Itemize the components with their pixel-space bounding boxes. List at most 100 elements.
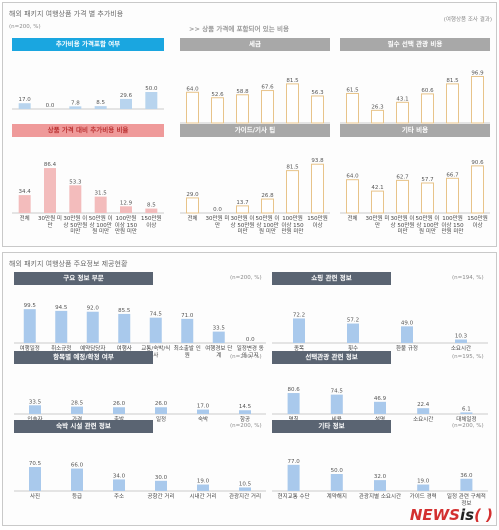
chart-4-bar-1 xyxy=(346,92,359,124)
chart-9-bar-2 xyxy=(71,406,83,414)
chart-11-value-5: 19.0 xyxy=(197,479,210,485)
chart-11-n: (n=200, %) xyxy=(230,423,262,429)
chart-10-value-5: 6.1 xyxy=(462,406,471,412)
chart-12: 77.0 50.0 32.0 19.0 36.0 xyxy=(272,459,488,492)
chart-2-category-2: 30만원 미만 xyxy=(38,216,62,229)
chart-10-bar-2 xyxy=(330,394,343,414)
chart-4-value-3: 43.1 xyxy=(396,96,408,102)
chart-10-n: (n=195, %) xyxy=(452,354,484,360)
chart-6-bar-3 xyxy=(396,179,409,214)
chart-1-value-6: 50.0 xyxy=(145,86,158,92)
chart-8-value-1: 72.2 xyxy=(293,312,305,318)
chart-9-category-5: 숙박 xyxy=(197,417,209,423)
chart-6-bar-5 xyxy=(446,177,459,214)
chart-8-value-2: 57.2 xyxy=(347,318,359,324)
chart-10-value-4: 22.4 xyxy=(417,402,430,408)
chart-11-bar-2 xyxy=(71,468,83,491)
chart-4-value-1: 61.5 xyxy=(346,87,359,93)
chart-7-bar-1 xyxy=(23,309,36,343)
chart-3-value-4: 67.6 xyxy=(261,85,274,91)
chart-1-bar-6 xyxy=(145,92,158,109)
chart-7-value-7: 33.5 xyxy=(213,326,226,332)
panel-title: 해외 패키지 여행상품 가격 별 추가비용 xyxy=(9,10,124,18)
chart-2-category-6: 150만원 이상 xyxy=(141,216,162,229)
chart-12-bar-3 xyxy=(374,480,386,491)
chart-9-value-6: 14.5 xyxy=(239,404,252,410)
chart-7-bar-4 xyxy=(118,313,131,343)
chart-2-title: 상품 가격 대비 추가비용 비율 xyxy=(12,124,164,137)
chart-1-bar-4 xyxy=(94,106,107,109)
chart-10-bar-4 xyxy=(417,408,430,414)
chart-6-value-4: 57.7 xyxy=(421,177,434,183)
chart-1-bar-1 xyxy=(18,103,31,109)
chart-11: 70.5 66.0 34.0 30.0 19.0 10.5 xyxy=(14,461,266,492)
chart-9-value-1: 33.5 xyxy=(29,399,42,405)
chart-4-bar-3 xyxy=(396,101,409,124)
chart-7-value-2: 94.5 xyxy=(55,305,68,311)
chart-4-title: 필수 선택 관광 비용 xyxy=(340,38,490,51)
chart-12-category-5: 일정 관련 구체적 정보 xyxy=(446,494,486,507)
chart-9-bar-6 xyxy=(239,410,251,414)
chart-5-bar-1 xyxy=(186,197,199,214)
chart-5-category-2: 30만원 미만 xyxy=(205,216,230,229)
chart-9-bar-5 xyxy=(197,409,209,414)
chart-8: 72.2 57.2 49.0 10.3 xyxy=(272,312,488,344)
chart-11-value-2: 66.0 xyxy=(71,463,84,469)
chart-4-value-2: 26.3 xyxy=(371,104,384,110)
chart-3-bar-1 xyxy=(186,91,199,124)
chart-8-title: 쇼핑 관련 정보 xyxy=(272,272,391,285)
chart-6-bar-4 xyxy=(421,182,434,214)
chart-10-title: 선택관광 관련 정보 xyxy=(272,351,391,364)
chart-4-value-4: 60.6 xyxy=(421,88,434,94)
chart-2-category-5: 100만원 이상 150만원 미만 xyxy=(114,216,138,235)
chart-2-value-1: 34.4 xyxy=(19,189,32,195)
chart-5-category-4: 50만원 이상 100만원 미만 xyxy=(255,216,280,235)
chart-11-category-3: 주소 xyxy=(113,494,125,500)
chart-2-value-5: 12.9 xyxy=(120,200,133,206)
chart-9-category-4: 일정 xyxy=(155,417,167,423)
chart-3-bar-5 xyxy=(286,83,299,124)
chart-7-value-5: 74.5 xyxy=(150,312,163,318)
chart-8-category-2: 횟수 xyxy=(347,346,359,352)
chart-7-bar-6 xyxy=(181,318,194,343)
chart-11-value-6: 10.5 xyxy=(239,481,252,487)
chart-3-value-5: 81.5 xyxy=(286,78,299,84)
chart-1-value-3: 7.8 xyxy=(71,100,80,106)
chart-2-value-6: 8.5 xyxy=(147,203,156,209)
panel-title-2: 해외 패키지 여행상품 주요정보 제공현황 xyxy=(9,260,128,268)
chart-3-bar-3 xyxy=(236,94,249,124)
chart-3-value-3: 58.8 xyxy=(236,89,249,95)
chart-2-category-3: 30만원 이상 50만원 미만 xyxy=(63,216,88,235)
chart-12-title: 기타 정보 xyxy=(272,420,391,433)
chart-7-title: 구요 정보 부문 xyxy=(14,272,153,285)
chart-8-n: (n=194, %) xyxy=(452,275,484,281)
chart-7: 99.5 94.5 92.0 85.5 74.5 71.0 33.5 0.0 xyxy=(14,303,266,344)
chart-7-bar-7 xyxy=(212,331,225,343)
chart-4-value-6: 96.9 xyxy=(471,70,484,76)
chart-6-title: 기타 비용 xyxy=(340,124,490,137)
chart-5-value-3: 13.7 xyxy=(236,200,249,206)
chart-2-bar-1 xyxy=(18,195,31,213)
chart-12-category-4: 가이드 경력 xyxy=(409,494,437,500)
chart-7-bar-2 xyxy=(55,310,68,343)
chart-10: 80.6 74.5 46.9 22.4 6.1 xyxy=(272,387,488,415)
chart-11-value-1: 70.5 xyxy=(29,461,42,467)
chart-5-value-1: 29.0 xyxy=(186,192,199,198)
chart-11-bar-1 xyxy=(29,467,41,491)
chart-12-value-3: 32.0 xyxy=(374,474,387,480)
chart-12-category-3: 관광지별 소요시간 xyxy=(358,494,402,500)
info-provision-panel: 해외 패키지 여행상품 주요정보 제공현황 xyxy=(2,252,497,526)
chart-1-value-5: 29.6 xyxy=(120,93,133,99)
chart-9-bar-1 xyxy=(29,405,41,414)
chart-6-category-3: 30만원 이상 50만원 미만 xyxy=(390,216,415,235)
chart-9-bar-3 xyxy=(113,407,125,414)
chart-6-bar-2 xyxy=(371,190,384,214)
source-note: (여행상품 조사 결과) xyxy=(443,17,492,23)
chart-10-category-4: 소요시간 xyxy=(413,417,434,423)
chart-7-category-6: 최소출발 인원 xyxy=(173,346,201,359)
chart-11-category-1: 사진 xyxy=(29,494,41,500)
chart-8-value-3: 49.0 xyxy=(401,320,414,326)
chart-8-bar-1 xyxy=(293,318,305,343)
chart-11-bar-3 xyxy=(113,479,125,491)
chart-8-value-4: 10.3 xyxy=(455,333,468,339)
